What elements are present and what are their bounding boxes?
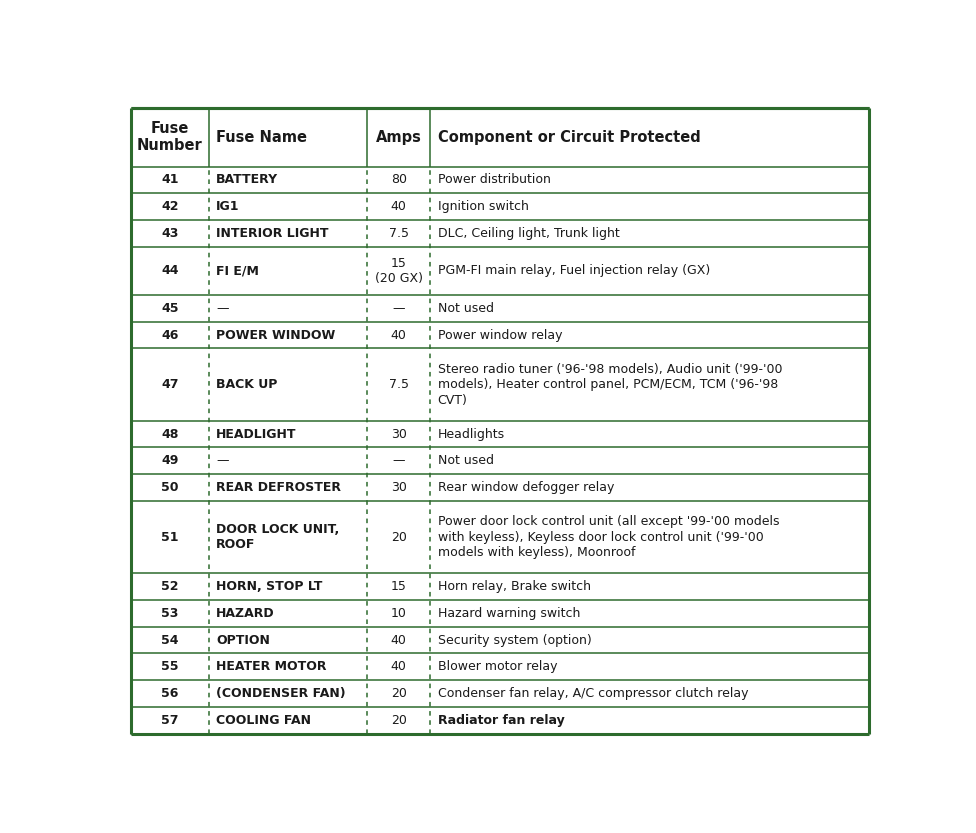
Text: Power distribution: Power distribution (437, 173, 550, 187)
Text: 10: 10 (390, 606, 407, 620)
Text: Power window relay: Power window relay (437, 328, 562, 342)
Text: 46: 46 (161, 328, 179, 342)
Text: 40: 40 (390, 634, 407, 646)
Text: Condenser fan relay, A/C compressor clutch relay: Condenser fan relay, A/C compressor clut… (437, 687, 749, 700)
Text: 56: 56 (161, 687, 179, 700)
Text: 55: 55 (161, 661, 179, 673)
Text: (CONDENSER FAN): (CONDENSER FAN) (216, 687, 346, 700)
Text: BACK UP: BACK UP (216, 378, 277, 391)
Text: 40: 40 (390, 661, 407, 673)
Text: 42: 42 (161, 200, 179, 213)
Text: 50: 50 (161, 481, 179, 494)
Text: Component or Circuit Protected: Component or Circuit Protected (437, 130, 701, 145)
Text: DOOR LOCK UNIT,
ROOF: DOOR LOCK UNIT, ROOF (216, 523, 340, 551)
Text: Not used: Not used (437, 454, 494, 467)
Text: 43: 43 (161, 227, 179, 240)
Text: HORN, STOP LT: HORN, STOP LT (216, 580, 322, 593)
Text: 15
(20 GX): 15 (20 GX) (375, 257, 423, 285)
Text: Hazard warning switch: Hazard warning switch (437, 606, 580, 620)
Text: Fuse
Number: Fuse Number (137, 121, 203, 153)
Text: OPTION: OPTION (216, 634, 270, 646)
Text: Horn relay, Brake switch: Horn relay, Brake switch (437, 580, 590, 593)
Text: 7.5: 7.5 (388, 378, 409, 391)
Text: —: — (392, 454, 405, 467)
Text: Fuse Name: Fuse Name (216, 130, 307, 145)
Text: HEADLIGHT: HEADLIGHT (216, 427, 297, 441)
Text: 30: 30 (390, 427, 407, 441)
Text: 15: 15 (390, 580, 407, 593)
Text: FI E/M: FI E/M (216, 264, 259, 277)
Text: 49: 49 (161, 454, 179, 467)
Text: Stereo radio tuner ('96-'98 models), Audio unit ('99-'00
models), Heater control: Stereo radio tuner ('96-'98 models), Aud… (437, 362, 782, 407)
Text: Blower motor relay: Blower motor relay (437, 661, 557, 673)
Text: 40: 40 (390, 200, 407, 213)
Text: —: — (392, 302, 405, 315)
Text: 80: 80 (390, 173, 407, 187)
Text: 54: 54 (161, 634, 179, 646)
Text: 20: 20 (390, 687, 407, 700)
Text: HAZARD: HAZARD (216, 606, 275, 620)
Text: —: — (216, 302, 228, 315)
Text: 41: 41 (161, 173, 179, 187)
Text: INTERIOR LIGHT: INTERIOR LIGHT (216, 227, 329, 240)
Text: 20: 20 (390, 531, 407, 544)
Text: 40: 40 (390, 328, 407, 342)
Text: 20: 20 (390, 714, 407, 727)
Text: Radiator fan relay: Radiator fan relay (437, 714, 564, 727)
Text: 45: 45 (161, 302, 179, 315)
Text: 51: 51 (161, 531, 179, 544)
Text: PGM-FI main relay, Fuel injection relay (GX): PGM-FI main relay, Fuel injection relay … (437, 264, 710, 277)
Text: 57: 57 (161, 714, 179, 727)
Text: Headlights: Headlights (437, 427, 505, 441)
Text: Amps: Amps (376, 130, 422, 145)
Text: 7.5: 7.5 (388, 227, 409, 240)
Text: POWER WINDOW: POWER WINDOW (216, 328, 336, 342)
Text: HEATER MOTOR: HEATER MOTOR (216, 661, 327, 673)
Text: Rear window defogger relay: Rear window defogger relay (437, 481, 614, 494)
Text: IG1: IG1 (216, 200, 240, 213)
Text: REAR DEFROSTER: REAR DEFROSTER (216, 481, 342, 494)
Text: Power door lock control unit (all except '99-'00 models
with keyless), Keyless d: Power door lock control unit (all except… (437, 515, 779, 559)
Text: BATTERY: BATTERY (216, 173, 278, 187)
Text: Security system (option): Security system (option) (437, 634, 591, 646)
Text: Not used: Not used (437, 302, 494, 315)
Text: 53: 53 (161, 606, 179, 620)
Text: 48: 48 (161, 427, 179, 441)
Text: COOLING FAN: COOLING FAN (216, 714, 311, 727)
Text: 52: 52 (161, 580, 179, 593)
Text: —: — (216, 454, 228, 467)
Text: 47: 47 (161, 378, 179, 391)
Text: Ignition switch: Ignition switch (437, 200, 529, 213)
Text: 30: 30 (390, 481, 407, 494)
Text: 44: 44 (161, 264, 179, 277)
Text: DLC, Ceiling light, Trunk light: DLC, Ceiling light, Trunk light (437, 227, 620, 240)
